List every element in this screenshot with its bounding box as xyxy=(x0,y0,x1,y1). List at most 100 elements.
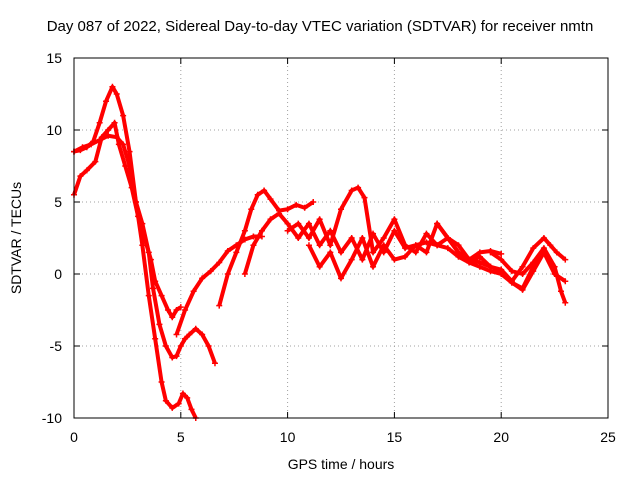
series-arc-2 xyxy=(71,83,199,421)
data-point xyxy=(476,259,483,266)
data-point xyxy=(199,331,206,338)
data-point xyxy=(79,144,86,151)
data-point xyxy=(370,249,377,256)
grid xyxy=(74,58,608,418)
data-point xyxy=(103,98,110,105)
data-point xyxy=(519,285,526,292)
data-point xyxy=(348,187,355,194)
data-point xyxy=(177,343,184,349)
data-point xyxy=(455,249,462,256)
data-point xyxy=(530,259,537,266)
plot-frame xyxy=(73,57,609,419)
data-point xyxy=(248,206,255,213)
data-point xyxy=(519,263,526,270)
series-line xyxy=(242,211,502,275)
data-point xyxy=(316,242,323,249)
data-point xyxy=(562,256,569,263)
data-point xyxy=(177,304,184,311)
data-point xyxy=(348,256,355,263)
data-point xyxy=(540,235,547,241)
data-point xyxy=(391,256,398,263)
y-tick-label: -5 xyxy=(50,338,63,354)
data-point xyxy=(150,285,157,292)
data-point xyxy=(305,220,312,227)
data-point xyxy=(402,253,409,260)
data-point xyxy=(188,406,195,413)
data-point xyxy=(162,397,169,404)
data-point xyxy=(186,331,193,338)
data-point xyxy=(190,288,197,295)
data-point xyxy=(338,249,344,256)
data-point xyxy=(305,235,312,241)
data-point xyxy=(120,112,127,119)
data-point xyxy=(327,249,334,256)
data-point xyxy=(508,268,515,275)
series-arc-10 xyxy=(487,245,569,306)
data-point xyxy=(267,196,274,203)
data-point xyxy=(158,292,165,299)
data-point xyxy=(182,335,189,342)
data-point xyxy=(169,354,176,361)
data-point xyxy=(444,245,451,252)
data-point xyxy=(301,204,308,211)
data-point xyxy=(498,266,505,273)
data-point xyxy=(455,242,462,249)
data-point xyxy=(466,256,473,263)
data-point xyxy=(391,216,398,223)
y-tick-label: 10 xyxy=(46,122,62,138)
data-point xyxy=(423,239,430,246)
data-point xyxy=(412,242,419,249)
data-point xyxy=(444,235,451,241)
x-tick-label: 20 xyxy=(493,429,509,445)
data-point xyxy=(316,216,323,223)
data-point xyxy=(508,278,515,285)
x-tick-label: 5 xyxy=(177,429,185,445)
data-point xyxy=(199,275,206,282)
data-point xyxy=(224,271,231,277)
data-point xyxy=(530,245,537,252)
data-point xyxy=(126,163,133,169)
y-tick-label: -10 xyxy=(42,410,62,426)
series-arc-9 xyxy=(434,220,569,285)
data-point xyxy=(261,187,268,194)
data-point xyxy=(359,256,366,263)
data-point xyxy=(132,199,139,205)
data-point xyxy=(173,307,180,313)
data-point xyxy=(487,263,494,270)
data-point xyxy=(250,233,257,240)
data-point xyxy=(519,271,526,277)
data-point xyxy=(179,390,186,397)
plot-area xyxy=(71,83,569,421)
series-line xyxy=(174,234,262,336)
data-point xyxy=(156,321,163,328)
series-line xyxy=(435,222,567,284)
data-point xyxy=(96,137,103,144)
data-point xyxy=(92,158,99,165)
y-tick-label: 15 xyxy=(46,50,62,66)
data-point xyxy=(139,242,146,249)
data-point xyxy=(305,242,312,249)
data-point xyxy=(547,242,554,249)
data-point xyxy=(169,404,176,411)
data-point xyxy=(120,141,127,148)
data-point xyxy=(164,307,171,313)
data-point xyxy=(380,242,387,249)
data-point xyxy=(361,194,368,201)
data-point xyxy=(169,314,176,321)
y-tick-label: 0 xyxy=(54,266,62,282)
data-point xyxy=(105,127,112,133)
data-point xyxy=(284,206,291,213)
x-tick-label: 15 xyxy=(387,429,403,445)
data-point xyxy=(423,230,430,237)
data-point xyxy=(359,235,366,241)
tick-labels: 0 5 10 15 20 25 -10 -5 0 5 10 15 xyxy=(42,50,616,445)
data-point xyxy=(276,210,283,217)
data-point xyxy=(216,259,223,266)
data-point xyxy=(316,263,323,270)
data-point xyxy=(348,235,355,241)
data-point xyxy=(551,263,558,270)
data-point xyxy=(434,242,441,249)
data-point xyxy=(370,263,377,270)
data-point xyxy=(355,184,362,191)
data-point xyxy=(338,275,344,282)
